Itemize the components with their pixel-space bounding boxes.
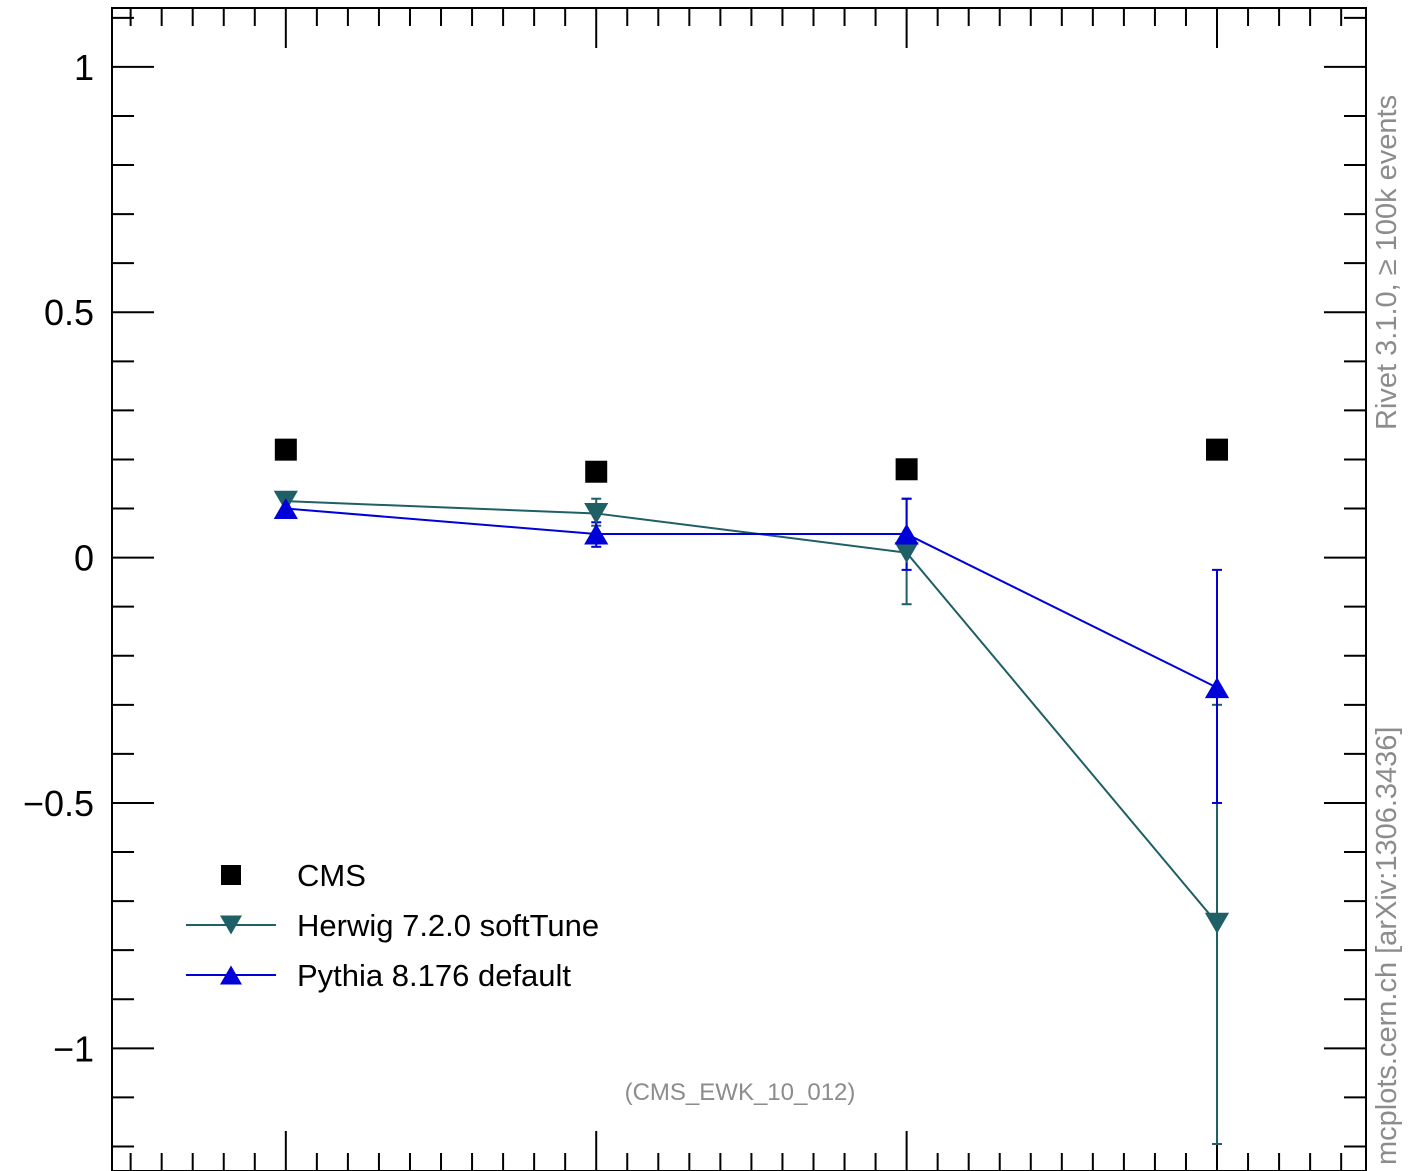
- legend-label: Pythia 8.176 default: [297, 958, 571, 993]
- data-point: [895, 458, 918, 481]
- y-tick-label: −1: [53, 1028, 94, 1069]
- y-tick-label: −0.5: [23, 783, 94, 824]
- y-tick-label: 1: [74, 47, 94, 88]
- data-point: [894, 523, 919, 545]
- legend-label: Herwig 7.2.0 softTune: [297, 908, 599, 943]
- series-markers-1: [273, 490, 1230, 934]
- legend-marker: [220, 965, 242, 985]
- data-point: [1204, 912, 1230, 934]
- data-point: [274, 438, 297, 461]
- series-layer: [273, 438, 1230, 1146]
- axis-ticks: [112, 8, 1366, 1171]
- data-point: [1204, 677, 1230, 699]
- series-markers-0: [274, 438, 1229, 483]
- data-point: [584, 502, 609, 524]
- series-line: [285, 507, 1218, 689]
- series-line: [285, 500, 1218, 924]
- series-markers-2: [273, 498, 1230, 699]
- data-point: [894, 542, 919, 564]
- y-tick-labels: 1 0.5 0 −0.5 −1: [23, 47, 94, 1069]
- legend: CMS Herwig 7.2.0 softTune Pythia 8.176 def…: [186, 858, 599, 993]
- side-label-bottom: mcplots.cern.ch [arXiv:1306.3436]: [1371, 727, 1403, 1165]
- plot-frame: [111, 7, 1367, 1171]
- y-tick-label: 0.5: [44, 292, 94, 333]
- data-point: [585, 460, 608, 483]
- side-label-top: Rivet 3.1.0, ≥ 100k events: [1371, 95, 1403, 430]
- data-point: [273, 498, 298, 519]
- series-1: [285, 497, 1223, 1146]
- legend-marker: [221, 865, 241, 885]
- legend-marker: [220, 915, 242, 935]
- y-tick-label: 0: [74, 538, 94, 579]
- data-point: [1206, 438, 1229, 461]
- series-2: [285, 497, 1223, 804]
- data-point: [584, 523, 609, 545]
- legend-label: CMS: [297, 858, 366, 893]
- analysis-annotation: (CMS_EWK_10_012): [625, 1079, 856, 1106]
